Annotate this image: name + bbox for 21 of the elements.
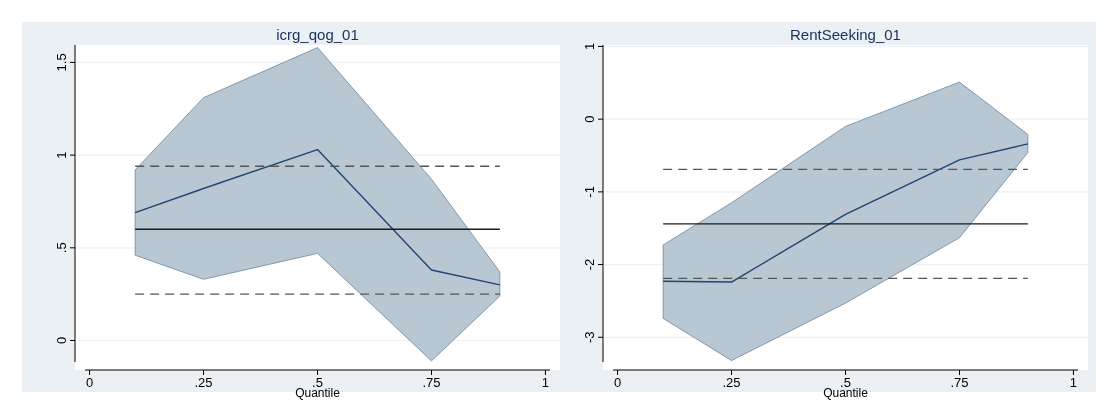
x-tick-label: .25 [194,375,213,390]
chart-title: icrg_qog_01 [276,26,359,43]
x-tick-label: .75 [422,375,441,390]
y-tick-label: 1 [54,151,69,159]
y-tick-label: -2 [582,258,597,271]
x-tick-label: .75 [950,375,969,390]
y-tick-label: 0 [54,336,69,345]
x-tick-label: 1 [541,375,550,390]
line-series [662,143,1029,283]
y-tick-label: 0 [582,115,597,123]
y-tick-label: .5 [54,242,69,254]
x-tick-label: 0 [613,375,622,390]
chart-title: RentSeeking_01 [790,26,901,43]
y-tick-label: -1 [582,186,597,198]
x-tick-label: .25 [722,375,741,390]
x-tick-label: 1 [1069,375,1078,390]
y-tick-label: 1 [582,42,597,51]
x-tick-label: 0 [85,375,94,390]
line-series [134,148,501,286]
y-tick-label: 1.5 [54,53,69,72]
y-tick-label: -3 [582,331,597,344]
